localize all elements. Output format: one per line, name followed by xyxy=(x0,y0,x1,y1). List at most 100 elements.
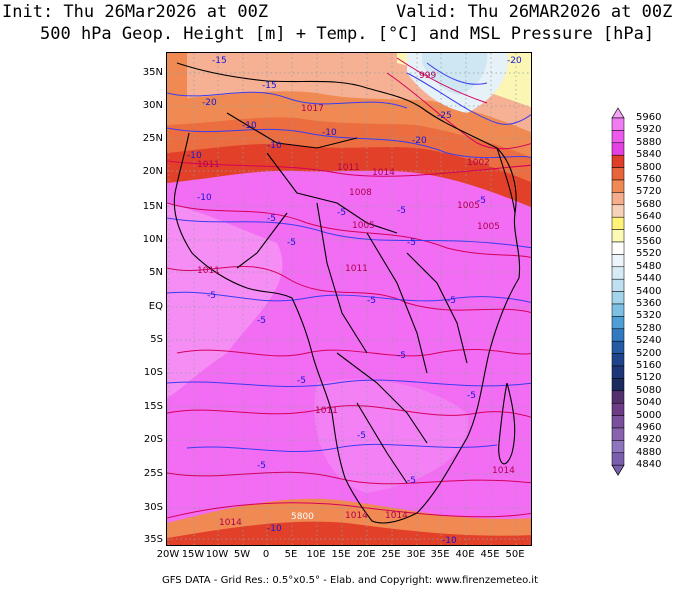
colorbar-bottom-arrow xyxy=(611,464,625,476)
colorbar-level-label: 5320 xyxy=(636,310,662,322)
temp-label: -5 xyxy=(287,238,296,248)
colorbar-swatch xyxy=(611,204,625,218)
colorbar-level-label: 5240 xyxy=(636,335,662,347)
colorbar-top-arrow xyxy=(611,107,625,119)
colorbar-swatch xyxy=(611,278,625,292)
colorbar-swatch xyxy=(611,452,625,466)
lat-label-5s: 5S xyxy=(150,334,163,345)
colorbar-level-label: 5040 xyxy=(636,397,662,409)
colorbar-swatch xyxy=(611,179,625,193)
lat-label-30n: 30N xyxy=(142,100,163,111)
colorbar-swatch xyxy=(611,241,625,255)
temp-label: -5 xyxy=(357,431,366,441)
lon-label-50e: 50E xyxy=(505,549,525,560)
temp-label: -10 xyxy=(242,121,257,131)
temp-label: -5 xyxy=(407,476,416,486)
lat-label-35s: 35S xyxy=(143,534,163,545)
pressure-label: 1014 xyxy=(385,511,408,521)
valid-label: Valid: Thu 26MAR2026 at 00Z xyxy=(396,2,673,22)
lon-label-10w: 10W xyxy=(205,549,229,560)
colorbar-swatch xyxy=(611,154,625,168)
colorbar-swatch xyxy=(611,291,625,305)
init-label: Init: Thu 26Mar2026 at 00Z xyxy=(2,2,269,22)
colorbar-swatch xyxy=(611,192,625,206)
map-subtitle: 500 hPa Geop. Height [m] + Temp. [°C] an… xyxy=(40,24,655,44)
colorbar-level-label: 4840 xyxy=(636,459,662,471)
colorbar-level-label: 4880 xyxy=(636,446,662,458)
pressure-label: 1014 xyxy=(372,168,395,178)
map-svg: -15 -15 -20 -10 -10 -10 -10 -25 -20 -20 … xyxy=(167,53,531,546)
map-panel: -15 -15 -20 -10 -10 -10 -10 -25 -20 -20 … xyxy=(166,52,532,546)
temp-label: -5 xyxy=(207,291,216,301)
temp-label: -10 xyxy=(197,193,212,203)
colorbar-level-label: 5560 xyxy=(636,236,662,247)
colorbar-level-label: 5760 xyxy=(636,174,662,185)
temp-label: -5 xyxy=(367,296,376,306)
colorbar-level-label: 5200 xyxy=(636,347,662,359)
colorbar-level-label: 5520 xyxy=(636,248,662,260)
colorbar-swatch xyxy=(611,415,625,429)
pressure-label: 1014 xyxy=(219,518,242,528)
height-field-5440 xyxy=(422,53,488,95)
colorbar xyxy=(611,107,625,476)
temp-label: -5 xyxy=(397,206,406,216)
temp-label: -5 xyxy=(447,296,456,306)
colorbar-level-label: 5960 xyxy=(636,112,662,123)
height-field-5880 xyxy=(167,203,283,398)
colorbar-level-label: 5280 xyxy=(636,322,662,334)
lon-label-30e: 30E xyxy=(406,549,426,560)
pressure-label: 1008 xyxy=(349,188,372,198)
colorbar-level-label: 4920 xyxy=(636,434,662,446)
colorbar-swatch xyxy=(611,365,625,379)
colorbar-swatch xyxy=(611,440,625,454)
pressure-label: 1011 xyxy=(345,264,368,274)
lon-label-15w: 15W xyxy=(181,549,205,560)
temp-label: -10 xyxy=(442,536,457,546)
lon-label-0: 0 xyxy=(262,549,270,560)
pressure-label: 1011 xyxy=(315,406,338,416)
temp-label: -5 xyxy=(257,316,266,326)
temp-label: -10 xyxy=(267,524,282,534)
lat-label-5n: 5N xyxy=(149,267,163,278)
colorbar-level-label: 5880 xyxy=(636,136,662,148)
temp-label: -5 xyxy=(257,461,266,471)
lon-label-25e: 25E xyxy=(381,549,401,560)
pressure-label: 1005 xyxy=(477,222,500,232)
height-label: 5800 xyxy=(291,512,314,522)
colorbar-level-label: 5680 xyxy=(636,198,662,210)
pressure-label: 1011 xyxy=(337,163,360,173)
pressure-label: 1011 xyxy=(197,266,220,276)
lat-label-35n: 35N xyxy=(142,67,163,78)
lon-label-45e: 45E xyxy=(480,549,500,560)
colorbar-level-label: 5600 xyxy=(636,223,662,235)
colorbar-swatch xyxy=(611,316,625,330)
colorbar-swatch xyxy=(611,142,625,156)
temp-label: -20 xyxy=(412,136,427,146)
lon-label-5e: 5E xyxy=(284,549,298,560)
colorbar-level-label: 4960 xyxy=(636,422,662,433)
colorbar-swatch xyxy=(611,390,625,404)
lon-label-35e: 35E xyxy=(430,549,450,560)
temp-label: -5 xyxy=(477,196,486,206)
colorbar-level-label: 5400 xyxy=(636,285,662,297)
temp-label: -5 xyxy=(267,214,276,224)
lat-label-15n: 15N xyxy=(142,201,163,212)
temp-label: -5 xyxy=(297,376,306,386)
colorbar-level-label: 5160 xyxy=(636,360,662,371)
lon-label-10e: 10E xyxy=(306,549,326,560)
temp-label: -25 xyxy=(437,111,452,121)
pressure-label: 999 xyxy=(419,71,436,81)
colorbar-level-label: 5120 xyxy=(636,372,662,384)
temp-label: -10 xyxy=(322,128,337,138)
colorbar-swatch xyxy=(611,254,625,268)
lat-label-10n: 10N xyxy=(142,234,163,245)
lat-label-20s: 20S xyxy=(143,434,163,445)
pressure-label: 1017 xyxy=(301,104,324,114)
lon-label-15e: 15E xyxy=(331,549,351,560)
temp-label: -10 xyxy=(267,141,282,151)
lon-label-40e: 40E xyxy=(455,549,475,560)
colorbar-level-label: 5080 xyxy=(636,384,662,396)
pressure-label: 1005 xyxy=(457,201,480,211)
pressure-label: 1011 xyxy=(197,160,220,170)
temp-label: -20 xyxy=(202,98,217,108)
